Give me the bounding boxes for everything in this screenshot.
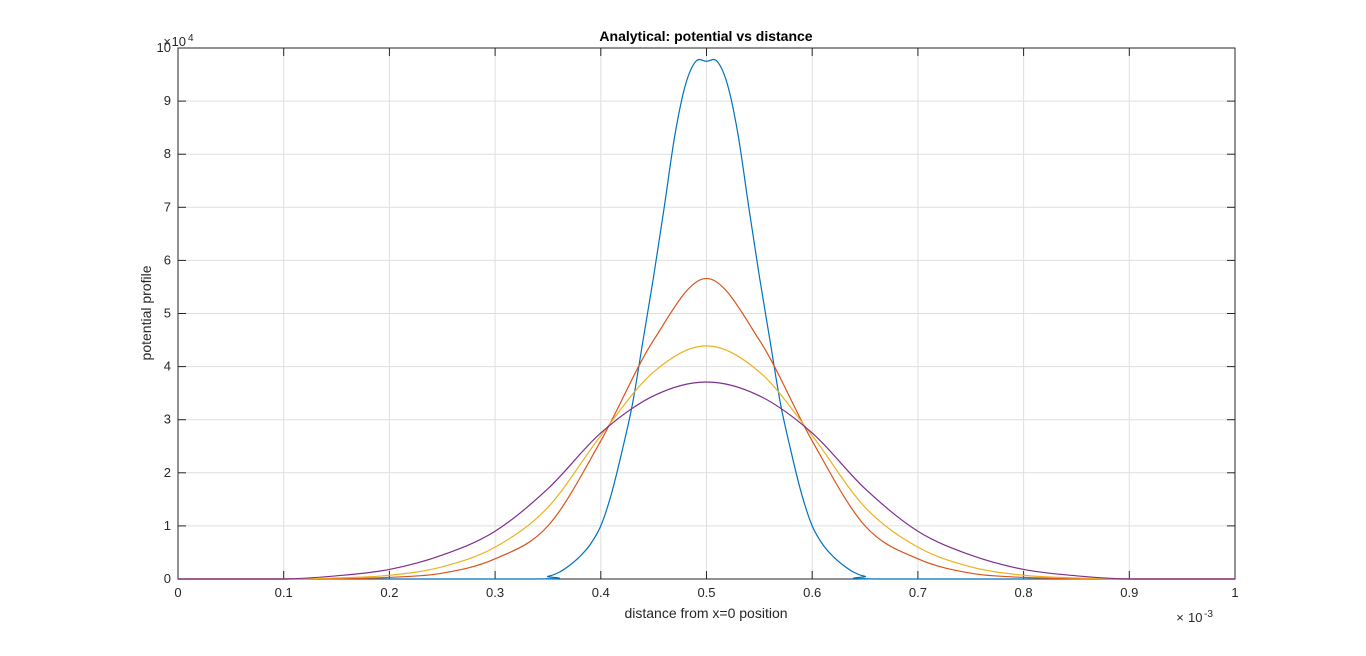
x-tick-label: 0 — [174, 585, 181, 600]
x-axis-label: distance from x=0 position — [624, 605, 787, 621]
series-line-4 — [178, 381, 1235, 580]
y-tick-label: 1 — [164, 518, 171, 533]
series-line-3 — [178, 345, 1235, 580]
x-tick-label: 1 — [1231, 585, 1238, 600]
y-tick-label: 9 — [164, 93, 171, 108]
x-tick-label: 0.8 — [1015, 585, 1033, 600]
series-line-2 — [178, 277, 1235, 580]
x-tick-label: 0.9 — [1120, 585, 1138, 600]
x-axis-multiplier: × 10 -3 — [1176, 609, 1213, 625]
y-multiplier-times: × — [163, 34, 171, 49]
x-tick-labels: 0 0.1 0.2 0.3 0.4 0.5 0.6 0.7 0.8 0.9 1 — [174, 585, 1238, 600]
x-tick-label: 0.3 — [486, 585, 504, 600]
y-axis-multiplier: 10 4 × — [163, 33, 194, 49]
y-multiplier-exponent: 4 — [188, 33, 194, 44]
y-axis-label: potential profile — [138, 265, 154, 360]
y-tick-label: 7 — [164, 199, 171, 214]
x-tick-label: 0.1 — [275, 585, 293, 600]
series-line-1 — [178, 58, 1235, 580]
y-tick-label: 4 — [164, 359, 171, 374]
y-tick-label: 2 — [164, 465, 171, 480]
tick-marks — [177, 47, 1236, 580]
x-tick-label: 0.6 — [803, 585, 821, 600]
x-multiplier-times: × — [1176, 610, 1184, 625]
grid — [178, 48, 1235, 579]
x-tick-label: 0.2 — [380, 585, 398, 600]
y-tick-label: 8 — [164, 146, 171, 161]
x-multiplier-base: 10 — [1188, 610, 1202, 625]
y-tick-label: 6 — [164, 252, 171, 267]
y-multiplier-base: 10 — [172, 34, 186, 49]
y-tick-labels: 0 1 2 3 4 5 6 7 8 9 10 — [157, 40, 171, 586]
chart-title: Analytical: potential vs distance — [599, 28, 812, 44]
y-tick-label: 5 — [164, 306, 171, 321]
x-tick-label: 0.7 — [909, 585, 927, 600]
x-tick-label: 0.5 — [697, 585, 715, 600]
series-layer — [178, 58, 1235, 580]
y-tick-label: 0 — [164, 571, 171, 586]
y-tick-label: 3 — [164, 412, 171, 427]
x-multiplier-exponent: -3 — [1204, 609, 1213, 620]
x-tick-label: 0.4 — [592, 585, 610, 600]
y-tick-label: 10 — [157, 40, 171, 55]
